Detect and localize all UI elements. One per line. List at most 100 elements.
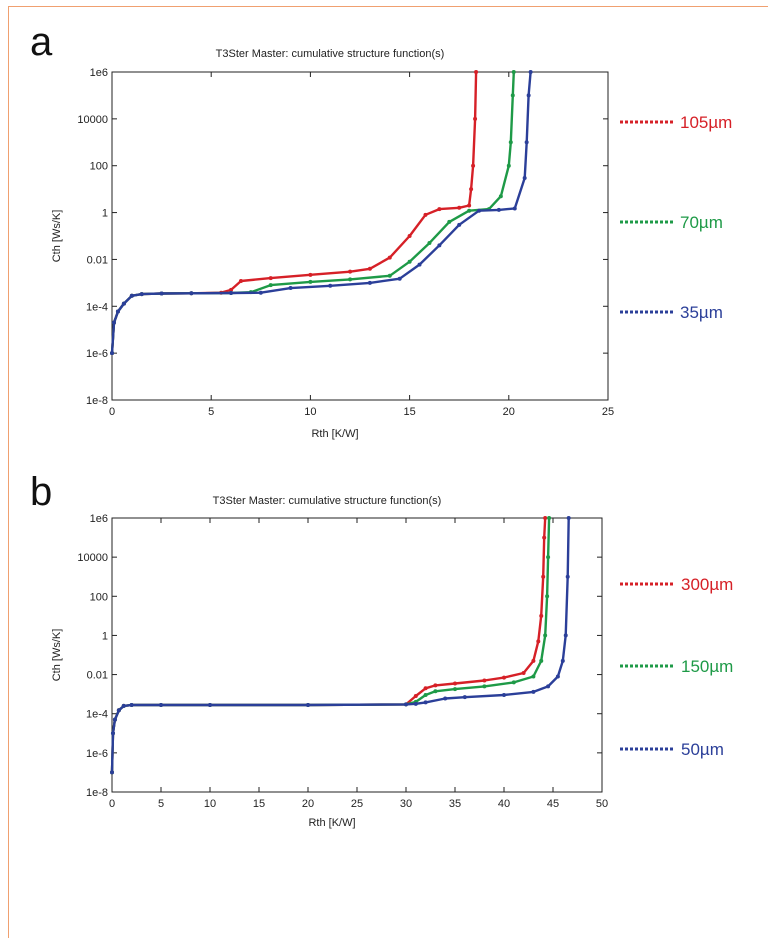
data-point [526, 93, 531, 98]
data-point [268, 276, 273, 281]
legend-label: 50µm [681, 740, 724, 759]
data-point [229, 290, 234, 295]
data-point [423, 686, 428, 691]
chart-title: T3Ster Master: cumulative structure func… [216, 48, 445, 60]
data-point [110, 731, 115, 736]
chart-svg-b: T3Ster Master: cumulative structure func… [51, 495, 733, 829]
series-line-105µm [110, 71, 478, 354]
data-point [474, 70, 479, 74]
x-tick-label: 35 [449, 798, 461, 810]
data-point [121, 703, 126, 708]
data-point [387, 273, 392, 278]
data-point [512, 206, 517, 211]
data-point [502, 675, 506, 680]
x-tick-label: 40 [498, 798, 510, 810]
x-axis-label: Rth [K/W] [308, 817, 355, 829]
data-point [115, 309, 120, 314]
data-point [563, 633, 568, 638]
data-point [423, 700, 428, 705]
data-point [546, 555, 551, 560]
data-point [437, 207, 442, 212]
data-point [413, 701, 418, 706]
figure-frame [8, 6, 768, 938]
y-tick-label: 0.01 [87, 254, 108, 266]
data-point [482, 684, 487, 689]
data-point [423, 212, 428, 217]
data-point [397, 276, 402, 281]
x-tick-label: 5 [208, 406, 214, 418]
data-point [545, 594, 550, 599]
data-point [407, 259, 412, 264]
legend-label: 150µm [681, 657, 733, 676]
series-line-70µm [110, 71, 515, 354]
data-point [159, 291, 164, 296]
data-point [524, 140, 529, 145]
y-tick-label: 1 [102, 208, 108, 220]
legend-label: 70µm [680, 213, 723, 232]
data-point [443, 696, 448, 701]
data-point [110, 351, 114, 356]
y-tick-label: 1e6 [90, 513, 108, 525]
data-point [496, 207, 501, 212]
data-point [258, 290, 263, 295]
data-point [498, 194, 503, 199]
data-point [433, 689, 438, 694]
data-point [469, 187, 474, 192]
data-point [129, 702, 134, 707]
x-tick-label: 10 [204, 798, 216, 810]
data-point [116, 708, 121, 713]
data-point [447, 219, 452, 224]
data-point [404, 702, 408, 707]
x-tick-label: 50 [596, 798, 608, 810]
data-point [367, 266, 372, 271]
x-tick-label: 20 [302, 798, 314, 810]
plot-area [111, 517, 603, 793]
data-point [427, 241, 432, 246]
data-point [541, 574, 546, 579]
data-point [229, 287, 234, 292]
data-point [531, 689, 536, 694]
x-tick-label: 5 [158, 798, 164, 810]
x-tick-label: 0 [109, 798, 115, 810]
data-point [129, 293, 134, 298]
data-point [413, 694, 418, 699]
data-point [467, 203, 472, 208]
data-point [189, 291, 194, 296]
data-point [543, 633, 548, 638]
data-point [453, 687, 457, 692]
data-point [522, 175, 527, 180]
panel-letter-b: b [30, 470, 53, 514]
x-tick-label: 25 [351, 798, 363, 810]
x-tick-label: 10 [304, 406, 316, 418]
data-point [547, 516, 552, 520]
data-point [531, 658, 536, 663]
x-tick-label: 30 [400, 798, 412, 810]
x-tick-label: 0 [109, 406, 115, 418]
y-tick-label: 1e-4 [86, 709, 108, 721]
data-point [482, 678, 487, 683]
data-point [528, 70, 533, 74]
chart-svg-a: T3Ster Master: cumulative structure func… [51, 48, 732, 440]
y-tick-label: 1e-4 [86, 301, 108, 313]
data-point [417, 262, 422, 267]
chart-panel-b: b T3Ster Master: cumulative structure fu… [0, 460, 768, 938]
data-point [433, 683, 438, 688]
panel-letter-a: a [30, 20, 53, 64]
y-tick-label: 1e-8 [86, 787, 108, 799]
data-point [367, 280, 372, 285]
data-point [536, 639, 541, 644]
data-point [473, 116, 478, 121]
y-axis-label: Cth [Ws/K] [51, 629, 63, 682]
data-point [407, 234, 412, 238]
data-point [208, 702, 212, 707]
data-point [268, 283, 273, 288]
data-point [477, 208, 482, 213]
data-point [543, 516, 548, 520]
series-line-300µm [110, 517, 547, 773]
x-tick-label: 25 [602, 406, 614, 418]
data-point [508, 140, 513, 145]
data-point [511, 680, 516, 685]
data-point [539, 658, 544, 663]
series-line-50µm [110, 517, 570, 773]
data-point [387, 255, 392, 260]
